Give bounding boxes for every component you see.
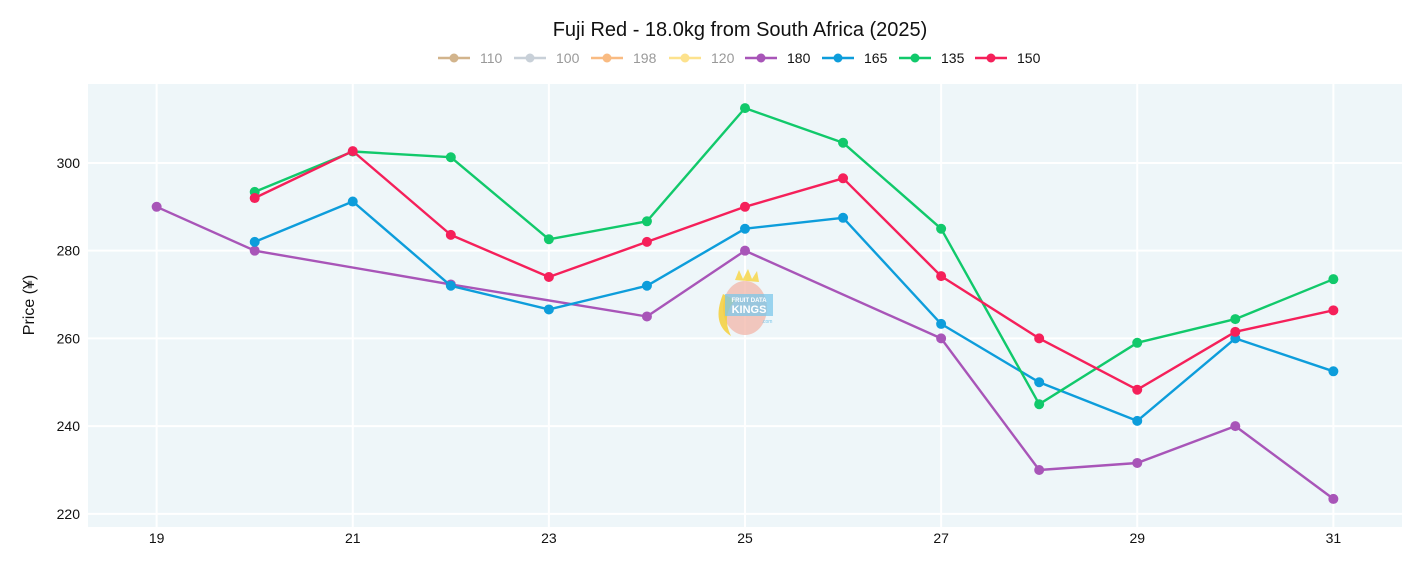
y-tick-label: 280 [57, 243, 81, 259]
data-point [445, 229, 456, 240]
data-point [1034, 399, 1045, 410]
legend-label: 135 [941, 50, 965, 66]
data-point [740, 201, 750, 212]
data-point [1034, 333, 1045, 344]
svg-text:FRUIT DATA: FRUIT DATA [731, 298, 767, 304]
y-tick-label: 220 [57, 506, 81, 522]
legend-item-165[interactable]: 165 [822, 50, 888, 66]
data-point [1230, 314, 1241, 325]
x-tick-label: 19 [149, 530, 165, 546]
series-line-180 [156, 205, 1335, 500]
data-point [1328, 274, 1339, 285]
data-point [936, 271, 947, 282]
data-point [1132, 415, 1143, 426]
x-tick-label: 29 [1129, 530, 1145, 546]
legend-item-198[interactable]: 198 [591, 50, 657, 66]
data-point [249, 245, 260, 256]
data-point [543, 271, 554, 282]
legend-label: 180 [787, 50, 811, 66]
legend-label: 120 [711, 50, 735, 66]
data-point [543, 304, 554, 315]
data-point [740, 223, 750, 234]
series-layer [151, 103, 1339, 504]
chart-title: Fuji Red - 18.0kg from South Africa (202… [553, 19, 928, 41]
legend-label: 100 [556, 50, 580, 66]
y-tick-label: 260 [57, 330, 81, 346]
legend-item-110[interactable]: 110 [438, 50, 503, 66]
series-150 [249, 146, 1339, 395]
data-point [1132, 337, 1143, 348]
data-point [641, 311, 652, 322]
series-line-165 [254, 200, 1334, 423]
x-tick-label: 25 [737, 530, 753, 546]
data-point [641, 236, 652, 247]
x-tick-label: 23 [541, 530, 557, 546]
legend-label: 198 [633, 50, 657, 66]
data-point [641, 280, 652, 291]
series-165 [249, 196, 1339, 426]
data-point [838, 212, 849, 223]
svg-text:.com: .com [762, 319, 773, 325]
data-point [1034, 464, 1045, 475]
axis-ticks: 220 240 260 280 300 19 21 23 25 27 29 31 [57, 155, 1342, 546]
legend-label: 150 [1017, 50, 1041, 66]
legend-label: 110 [480, 50, 503, 66]
legend-marker [910, 53, 920, 63]
y-tick-label: 240 [57, 418, 81, 434]
x-tick-label: 31 [1326, 530, 1342, 546]
data-point [445, 152, 456, 163]
series-line-135 [254, 106, 1334, 406]
data-point [347, 196, 358, 207]
legend-marker [986, 53, 996, 63]
legend-marker [756, 53, 766, 63]
data-point [249, 193, 260, 204]
data-point [838, 173, 849, 184]
legend-item-180[interactable]: 180 [745, 50, 811, 66]
data-point [1328, 493, 1339, 504]
legend-marker [680, 53, 690, 63]
data-point [445, 280, 456, 291]
data-point [1034, 377, 1045, 388]
data-point [1230, 421, 1241, 432]
x-tick-label: 21 [345, 530, 361, 546]
data-point [936, 333, 947, 344]
y-axis-label: Price (¥) [21, 275, 38, 335]
legend-item-100[interactable]: 100 [514, 50, 580, 66]
data-point [347, 146, 358, 157]
data-point [1132, 457, 1143, 468]
grid-lines [88, 84, 1402, 527]
data-point [1328, 366, 1339, 377]
legend-item-150[interactable]: 150 [975, 50, 1041, 66]
data-point [936, 223, 947, 234]
legend-marker [602, 53, 612, 63]
legend-item-120[interactable]: 120 [669, 50, 735, 66]
legend-label: 165 [864, 50, 888, 66]
data-point [740, 245, 750, 256]
data-point [151, 201, 162, 212]
data-point [838, 137, 849, 148]
data-point [249, 236, 260, 247]
data-point [1230, 326, 1241, 337]
data-point [1132, 384, 1143, 395]
svg-text:KINGS: KINGS [732, 304, 767, 316]
legend-item-135[interactable]: 135 [899, 50, 965, 66]
data-point [641, 216, 652, 227]
data-point [543, 234, 554, 245]
legend-marker [525, 53, 535, 63]
legend[interactable]: 110 100 198 120 180 165 135 150 [438, 50, 1041, 66]
data-point [740, 103, 750, 114]
series-line-150 [254, 149, 1334, 391]
data-point [1328, 305, 1339, 316]
y-tick-label: 300 [57, 155, 81, 171]
x-tick-label: 27 [933, 530, 949, 546]
data-point [936, 318, 947, 329]
legend-marker [833, 53, 843, 63]
watermark-logo: FRUIT DATA KINGS .com [718, 269, 773, 336]
legend-marker [449, 53, 459, 63]
